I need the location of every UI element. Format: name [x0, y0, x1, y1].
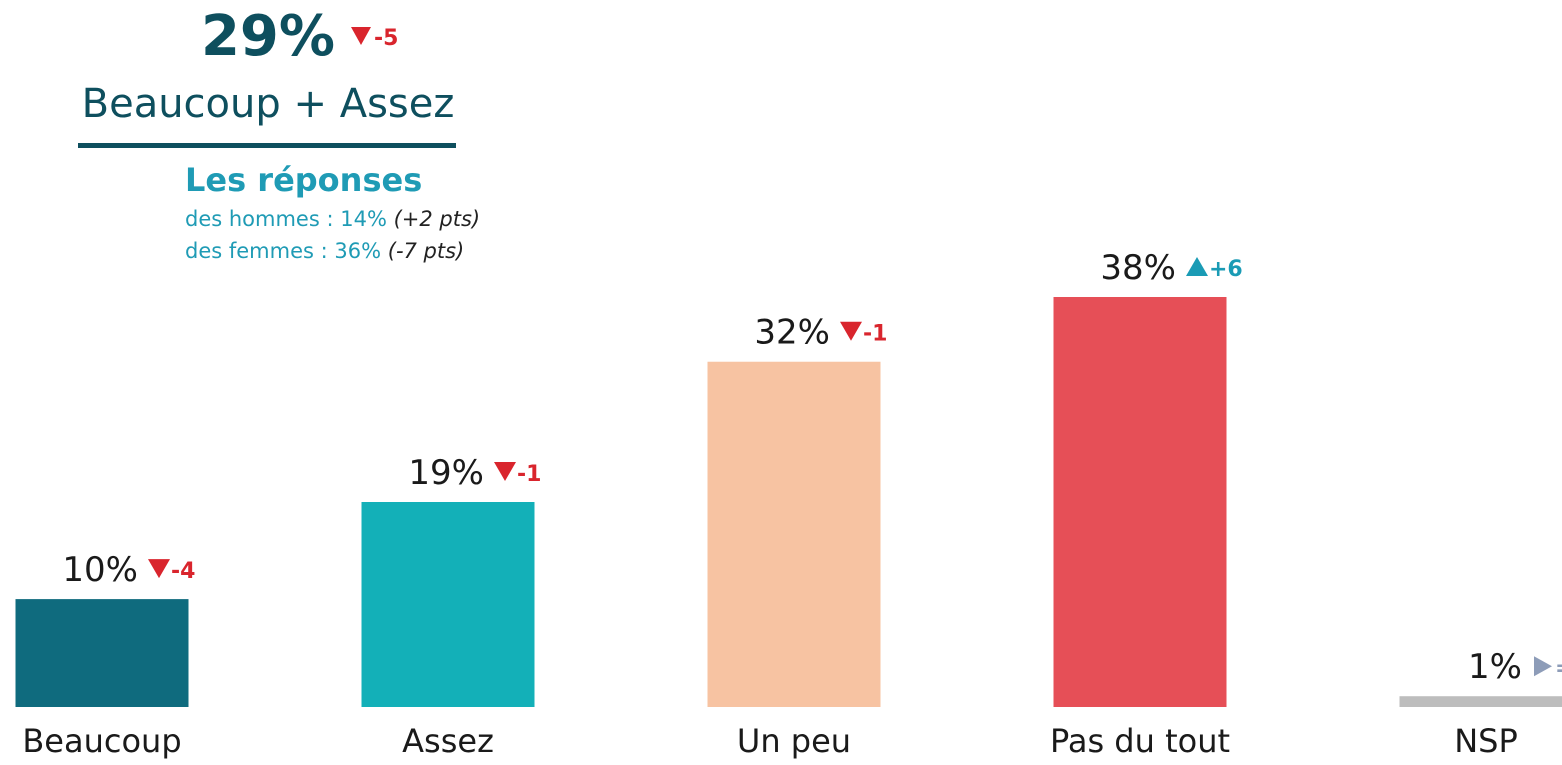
bar: [362, 502, 535, 707]
women: des femmes : 36%: [185, 239, 381, 263]
change-label: -1: [863, 322, 887, 347]
bar: [16, 599, 189, 707]
subtitle: Beaucoup + Assez: [82, 81, 455, 127]
change-label: -4: [171, 559, 195, 584]
divider: [78, 143, 456, 148]
change-arrow: [351, 27, 371, 45]
value-label: 1%: [1468, 647, 1522, 687]
change-arrow: [1186, 257, 1208, 276]
change-label: -1: [517, 462, 541, 487]
category-label: Assez: [402, 722, 494, 760]
category-label: NSP: [1454, 722, 1518, 760]
headline: 29%: [201, 4, 335, 69]
women-change: (-7 pts): [388, 239, 465, 263]
value-label: 10%: [62, 550, 138, 590]
value-label: 32%: [754, 313, 830, 353]
women-line: des femmes : 36% (-7 pts): [185, 239, 464, 263]
men-line: des hommes : 14% (+2 pts): [185, 207, 480, 231]
men-change: (+2 pts): [394, 207, 481, 231]
change-label: +6: [1209, 257, 1243, 282]
change-arrow: [148, 559, 170, 578]
bar: [708, 362, 881, 707]
category-label: Beaucoup: [22, 722, 181, 760]
category-label: Un peu: [737, 722, 851, 760]
category-label: Pas du tout: [1050, 722, 1230, 760]
change-arrow: [1534, 656, 1552, 676]
headline-change: -5: [374, 26, 398, 51]
responses-title: Les réponses: [185, 161, 422, 199]
bar: [1054, 297, 1227, 707]
men: des hommes : 14%: [185, 207, 387, 231]
change-arrow: [494, 462, 516, 481]
change-label: =: [1555, 656, 1562, 681]
bar: [1400, 696, 1562, 707]
value-label: 38%: [1100, 248, 1176, 288]
change-arrow: [840, 322, 862, 341]
value-label: 19%: [408, 453, 484, 493]
